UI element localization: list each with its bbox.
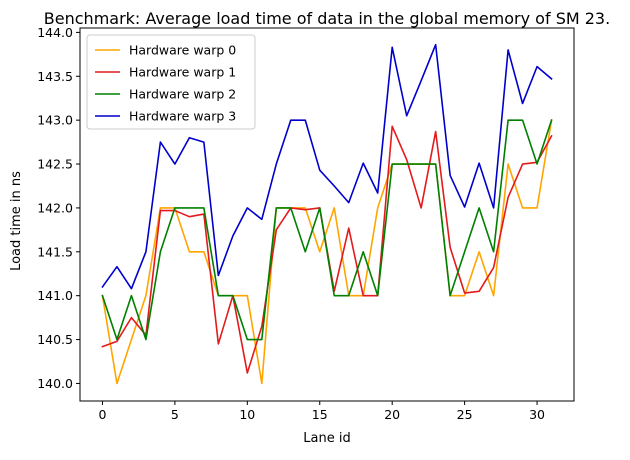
x-tick-label: 15: [312, 407, 328, 422]
y-axis: 140.0 140.5 141.0 141.5 142.0 142.5 143.0 143.5…: [37, 25, 80, 391]
legend: Hardware warp 0 Hardware warp 1 Hardware w…: [86, 34, 256, 130]
legend-box: [86, 34, 256, 130]
legend-label: Hardware warp 0: [129, 43, 236, 58]
y-tick-label: 141.5: [37, 244, 73, 259]
y-tick-label: 143.5: [37, 69, 73, 84]
plot-frame: [79, 27, 575, 402]
plot-area: [101, 43, 553, 385]
x-tick-label: 0: [98, 407, 106, 422]
y-tick-label: 142.5: [37, 157, 73, 172]
y-tick-label: 142.0: [37, 200, 73, 215]
x-tick-label: 10: [239, 407, 255, 422]
y-tick-label: 140.0: [37, 376, 73, 391]
y-tick-label: 143.0: [37, 113, 73, 128]
series-line-warp-3: [101, 43, 553, 290]
x-tick-label: 25: [457, 407, 473, 422]
series-line-warp-2: [101, 119, 553, 341]
y-tick-label: 140.5: [37, 332, 73, 347]
y-tick-label: 144.0: [37, 25, 73, 40]
x-axis: 0 5 10 15 20 25 30: [98, 401, 545, 422]
x-tick-label: 20: [384, 407, 400, 422]
x-axis-label: Lane id: [303, 431, 350, 446]
legend-label: Hardware warp 2: [129, 87, 236, 102]
y-axis-label: Load time in ns: [9, 171, 24, 271]
legend-label: Hardware warp 3: [129, 109, 236, 124]
chart-title: Benchmark: Average load time of data in …: [44, 9, 610, 28]
legend-label: Hardware warp 1: [129, 65, 236, 80]
x-tick-label: 5: [171, 407, 179, 422]
series-line-warp-0: [101, 119, 553, 385]
y-tick-label: 141.0: [37, 288, 73, 303]
x-tick-label: 30: [529, 407, 545, 422]
